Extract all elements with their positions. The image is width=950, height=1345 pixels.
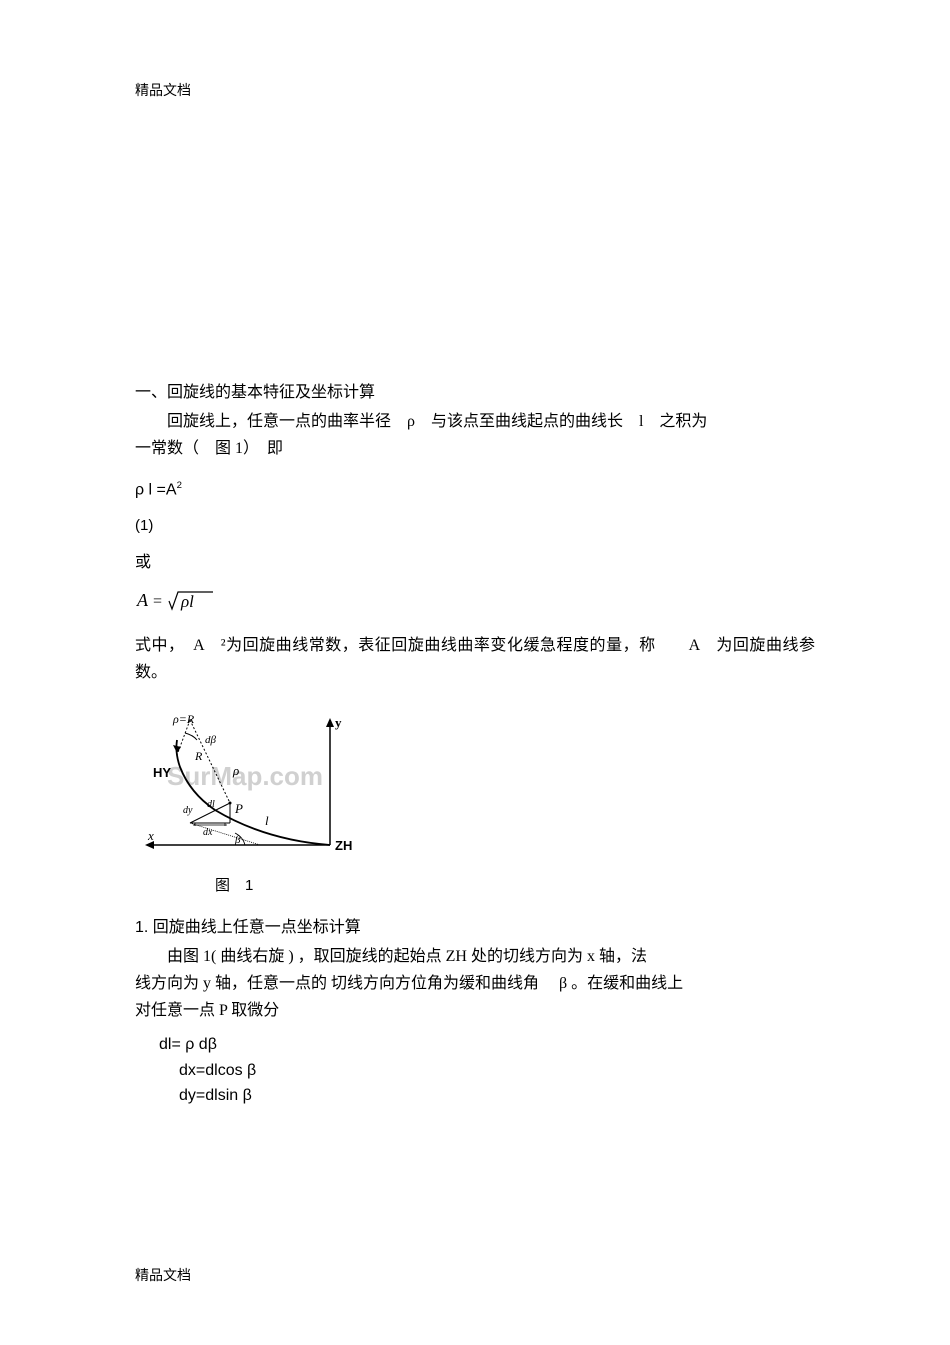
svg-text:=: = <box>153 593 162 610</box>
svg-text:x: x <box>147 828 154 843</box>
footer-watermark: 精品文档 <box>135 1265 191 1285</box>
header-watermark: 精品文档 <box>135 80 815 100</box>
equation-1: dl= ρ dβ <box>159 1032 815 1058</box>
para1-line2: 一常数（ 图 1） 即 <box>135 440 283 457</box>
para3-line2: 线方向为 y 轴，任意一点的 切线方向方位角为缓和曲线角 β 。在缓和曲线上 <box>135 975 683 992</box>
equation-2: dx=dlcos β <box>159 1058 815 1084</box>
para3-line1: 由图 1( 曲线右旋 ) ，取回旋线的起始点 ZH 处的切线方向为 x 轴，法 <box>135 943 647 970</box>
equations-block: dl= ρ dβ dx=dlcos β dy=dlsin β <box>159 1032 815 1109</box>
formula-1-text: ρ l =A <box>135 481 177 498</box>
svg-text:y: y <box>335 715 342 730</box>
svg-text:ρ: ρ <box>232 763 239 778</box>
paragraph-3: 由图 1( 曲线右旋 ) ，取回旋线的起始点 ZH 处的切线方向为 x 轴，法 … <box>135 943 815 1025</box>
svg-text:P: P <box>234 801 243 816</box>
para1-line1: 回旋线上，任意一点的曲率半径 ρ 与该点至曲线起点的曲线长 l 之积为 <box>135 408 707 435</box>
formula-number: (1) <box>135 517 815 534</box>
svg-text:β: β <box>234 834 241 846</box>
svg-text:ZH: ZH <box>335 838 352 853</box>
svg-text:R: R <box>194 749 203 763</box>
equation-3: dy=dlsin β <box>159 1083 815 1109</box>
svg-text:dβ: dβ <box>205 734 217 746</box>
section-title: 一、回旋线的基本特征及坐标计算 <box>135 380 815 406</box>
formula-1: ρ l =A2 <box>135 480 815 499</box>
svg-text:ρl: ρl <box>180 592 194 611</box>
subsection-title: 1. 回旋曲线上任意一点坐标计算 <box>135 913 815 937</box>
para3-line3: 对任意一点 P 取微分 <box>135 1002 279 1019</box>
figure-caption: 图 1 <box>135 874 815 895</box>
math-formula-A: A = ρl <box>135 586 815 614</box>
paragraph-1: 回旋线上，任意一点的曲率半径 ρ 与该点至曲线起点的曲线长 l 之积为 一常数（… <box>135 408 815 462</box>
figure-1: SurMap.com y x ZH HY <box>135 705 815 860</box>
paragraph-2: 式中， A ²为回旋曲线常数，表征回旋曲线曲率变化缓急程度的量，称 A 为回旋曲… <box>135 632 815 686</box>
svg-text:l: l <box>265 813 269 828</box>
svg-text:dy: dy <box>183 805 193 816</box>
formula-1-sup: 2 <box>177 480 182 491</box>
svg-text:ρ=R: ρ=R <box>172 712 195 726</box>
svg-text:A: A <box>136 590 149 610</box>
svg-text:dl: dl <box>207 799 215 810</box>
svg-text:HY: HY <box>153 765 171 780</box>
or-text: 或 <box>135 548 815 572</box>
